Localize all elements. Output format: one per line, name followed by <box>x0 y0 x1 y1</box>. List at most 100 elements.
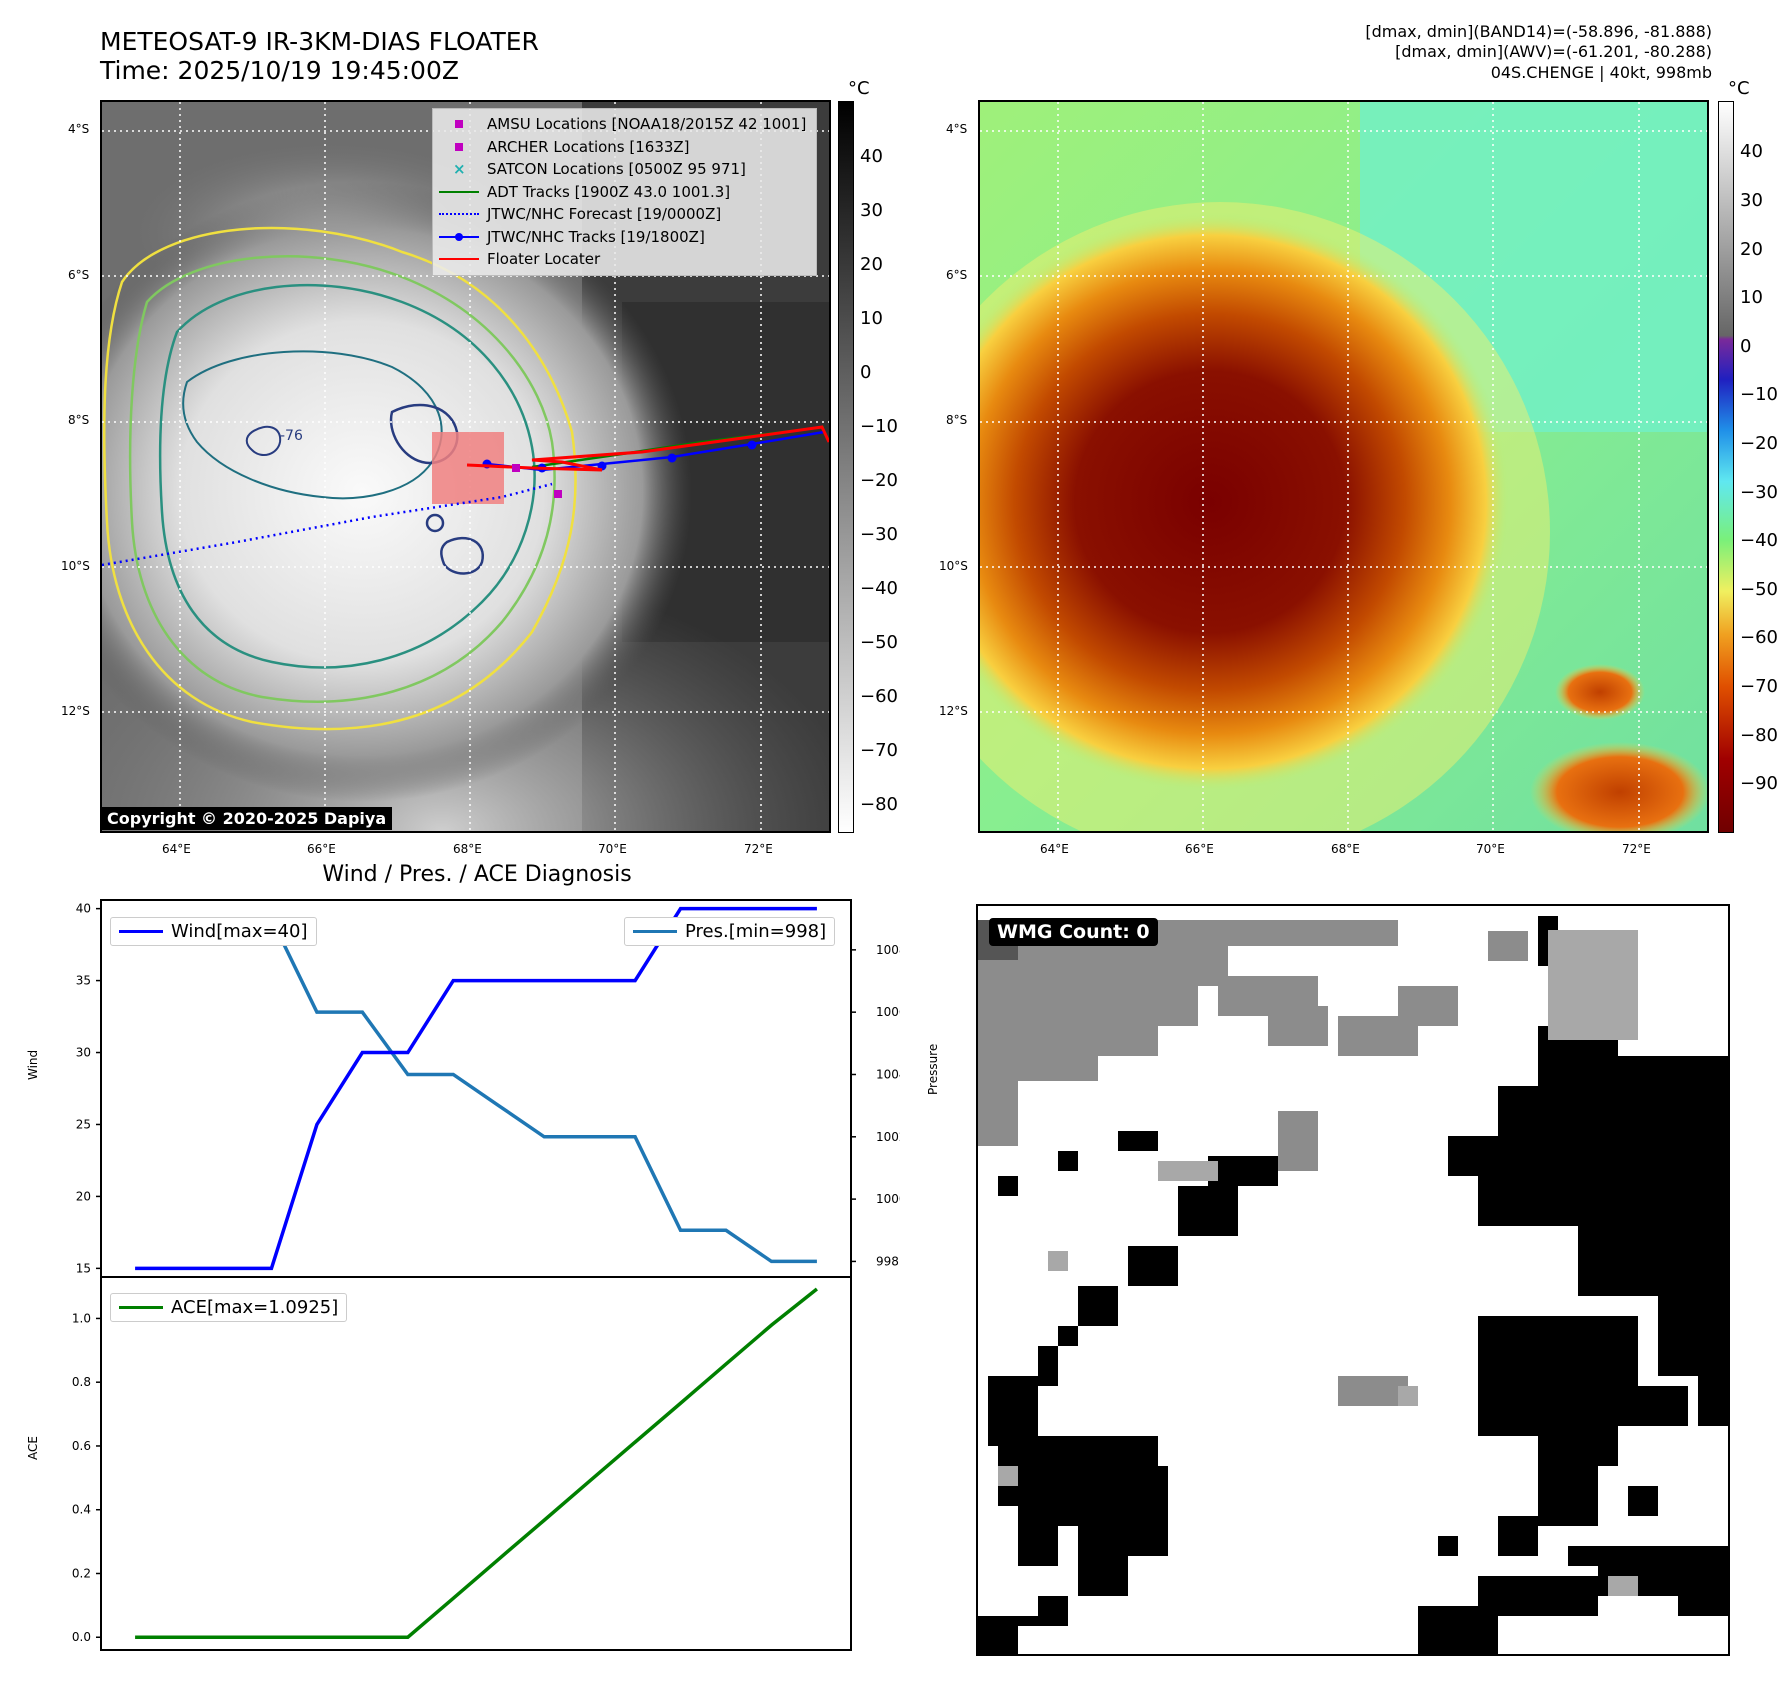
ace-series-line <box>135 1287 818 1639</box>
ir-colorbar-tick: −50 <box>860 632 898 653</box>
ir-colorbar-tick: −30 <box>860 524 898 545</box>
lat-label: 4°S <box>946 122 968 136</box>
awv-colorbar-tick: 0 <box>1740 336 1752 357</box>
lat-label: 4°S <box>68 122 90 136</box>
legend-satcon: × SATCON Locations [0500Z 95 971] <box>439 158 806 181</box>
figure-time: Time: 2025/10/19 19:45:00Z <box>100 56 459 85</box>
square-marker-icon <box>439 117 479 131</box>
awv-colorbar-tick: −40 <box>1740 530 1778 551</box>
wind-series-line <box>135 906 817 1271</box>
lat-label: 12°S <box>939 704 968 718</box>
band14-stats: [dmax, dmin](BAND14)=(-58.896, -81.888) <box>1365 22 1712 41</box>
legend-amsu: AMSU Locations [NOAA18/2015Z 42 1001] <box>439 113 806 136</box>
ir-colorbar-tick: 10 <box>860 308 883 329</box>
lon-label: 64°E <box>1040 842 1069 856</box>
ir-colorbar-tick: −70 <box>860 740 898 761</box>
wind-tick-label: 20 <box>76 1189 91 1203</box>
awv-colorbar-tick: −20 <box>1740 433 1778 454</box>
ir-legend: AMSU Locations [NOAA18/2015Z 42 1001] AR… <box>432 108 818 276</box>
lon-label: 70°E <box>1476 842 1505 856</box>
lon-label: 70°E <box>598 842 627 856</box>
wind-legend: Wind[max=40] <box>110 917 317 946</box>
dotted-line-icon <box>439 207 479 221</box>
awv-colorbar-tick: −60 <box>1740 627 1778 648</box>
pressure-series-line <box>135 916 817 1264</box>
ace-legend: ACE[max=1.0925] <box>110 1293 348 1322</box>
wmg-image <box>978 906 1728 1654</box>
pressure-tick-label: 1002 <box>876 1130 900 1144</box>
diagnosis-title: Wind / Pres. / ACE Diagnosis <box>322 862 632 887</box>
awv-colorbar-tick: −50 <box>1740 579 1778 600</box>
wind-line-icon <box>119 930 163 933</box>
legend-floater: Floater Locater <box>439 248 806 271</box>
pressure-tick-label: 998 <box>876 1254 899 1268</box>
line-dot-icon <box>439 230 479 244</box>
ir-colorbar-tick: −10 <box>860 416 898 437</box>
pressure-axis-label: Pressure <box>926 1043 940 1095</box>
awv-map-panel <box>978 100 1709 833</box>
wind-axis-label: Wind <box>26 1049 40 1080</box>
lon-label: 66°E <box>1185 842 1214 856</box>
awv-colorbar <box>1718 101 1734 833</box>
legend-adt: ADT Tracks [1900Z 43.0 1001.3] <box>439 181 806 204</box>
ir-colorbar-tick: 0 <box>860 362 872 383</box>
wind-tick-label: 15 <box>76 1261 91 1275</box>
contour-label: -76 <box>280 428 303 444</box>
lon-label: 64°E <box>162 842 191 856</box>
ir-colorbar-tick: 20 <box>860 254 883 275</box>
ir-colorbar-tick: −40 <box>860 578 898 599</box>
awv-colorbar-tick: 30 <box>1740 190 1763 211</box>
copyright-badge: Copyright © 2020-2025 Dapiya <box>101 807 393 830</box>
solid-line-icon <box>439 185 479 199</box>
pressure-tick-label: 1004 <box>876 1067 900 1081</box>
awv-colorbar-tick: −80 <box>1740 725 1778 746</box>
lon-label: 68°E <box>453 842 482 856</box>
ace-axis-label: ACE <box>26 1436 40 1460</box>
wind-tick-label: 35 <box>76 974 91 988</box>
legend-archer: ARCHER Locations [1633Z] <box>439 136 806 159</box>
ir-colorbar-tick: 30 <box>860 200 883 221</box>
wmg-count-badge: WMG Count: 0 <box>989 918 1158 946</box>
wmg-panel <box>976 904 1730 1656</box>
lon-label: 68°E <box>1331 842 1360 856</box>
awv-colorbar-tick: 20 <box>1740 239 1763 260</box>
x-marker-icon: × <box>453 160 466 179</box>
ace-tick-label: 0.0 <box>72 1630 91 1644</box>
lon-label: 72°E <box>1622 842 1651 856</box>
floater-locater-box <box>432 432 504 504</box>
pressure-tick-label: 1006 <box>876 1005 900 1019</box>
awv-colorbar-unit: °C <box>1728 78 1750 99</box>
awv-colorbar-tick: −70 <box>1740 676 1778 697</box>
wind-tick-label: 25 <box>76 1117 91 1131</box>
pressure-line-icon <box>633 930 677 933</box>
lat-label: 10°S <box>61 559 90 573</box>
awv-colorbar-tick: −90 <box>1740 773 1778 794</box>
lon-label: 72°E <box>744 842 773 856</box>
ir-colorbar-unit: °C <box>848 78 870 99</box>
ace-tick-label: 0.6 <box>72 1439 91 1453</box>
awv-colorbar-tick: −10 <box>1740 384 1778 405</box>
figure-title: METEOSAT-9 IR-3KM-DIAS FLOATER <box>100 27 539 56</box>
ace-line-icon <box>119 1306 163 1309</box>
storm-info: 04S.CHENGE | 40kt, 998mb <box>1490 63 1712 82</box>
ir-colorbar-tick: −20 <box>860 470 898 491</box>
ir-colorbar-tick: −80 <box>860 794 898 815</box>
awv-map-image <box>980 102 1707 831</box>
wind-tick-label: 30 <box>76 1046 91 1060</box>
ace-tick-label: 0.4 <box>72 1503 91 1517</box>
square-marker-icon <box>439 140 479 154</box>
ace-axes <box>100 1276 852 1651</box>
awv-stats: [dmax, dmin](AWV)=(-61.201, -80.288) <box>1395 42 1712 61</box>
awv-colorbar-tick: −30 <box>1740 482 1778 503</box>
ace-tick-label: 0.8 <box>72 1375 91 1389</box>
floater-locater-track <box>466 425 829 472</box>
wind-tick-label: 40 <box>76 902 91 916</box>
ir-colorbar-tick: −60 <box>860 686 898 707</box>
ace-tick-label: 1.0 <box>72 1311 91 1325</box>
lat-label: 12°S <box>61 704 90 718</box>
lon-label: 66°E <box>307 842 336 856</box>
archer-marker <box>512 464 520 472</box>
lat-label: 10°S <box>939 559 968 573</box>
